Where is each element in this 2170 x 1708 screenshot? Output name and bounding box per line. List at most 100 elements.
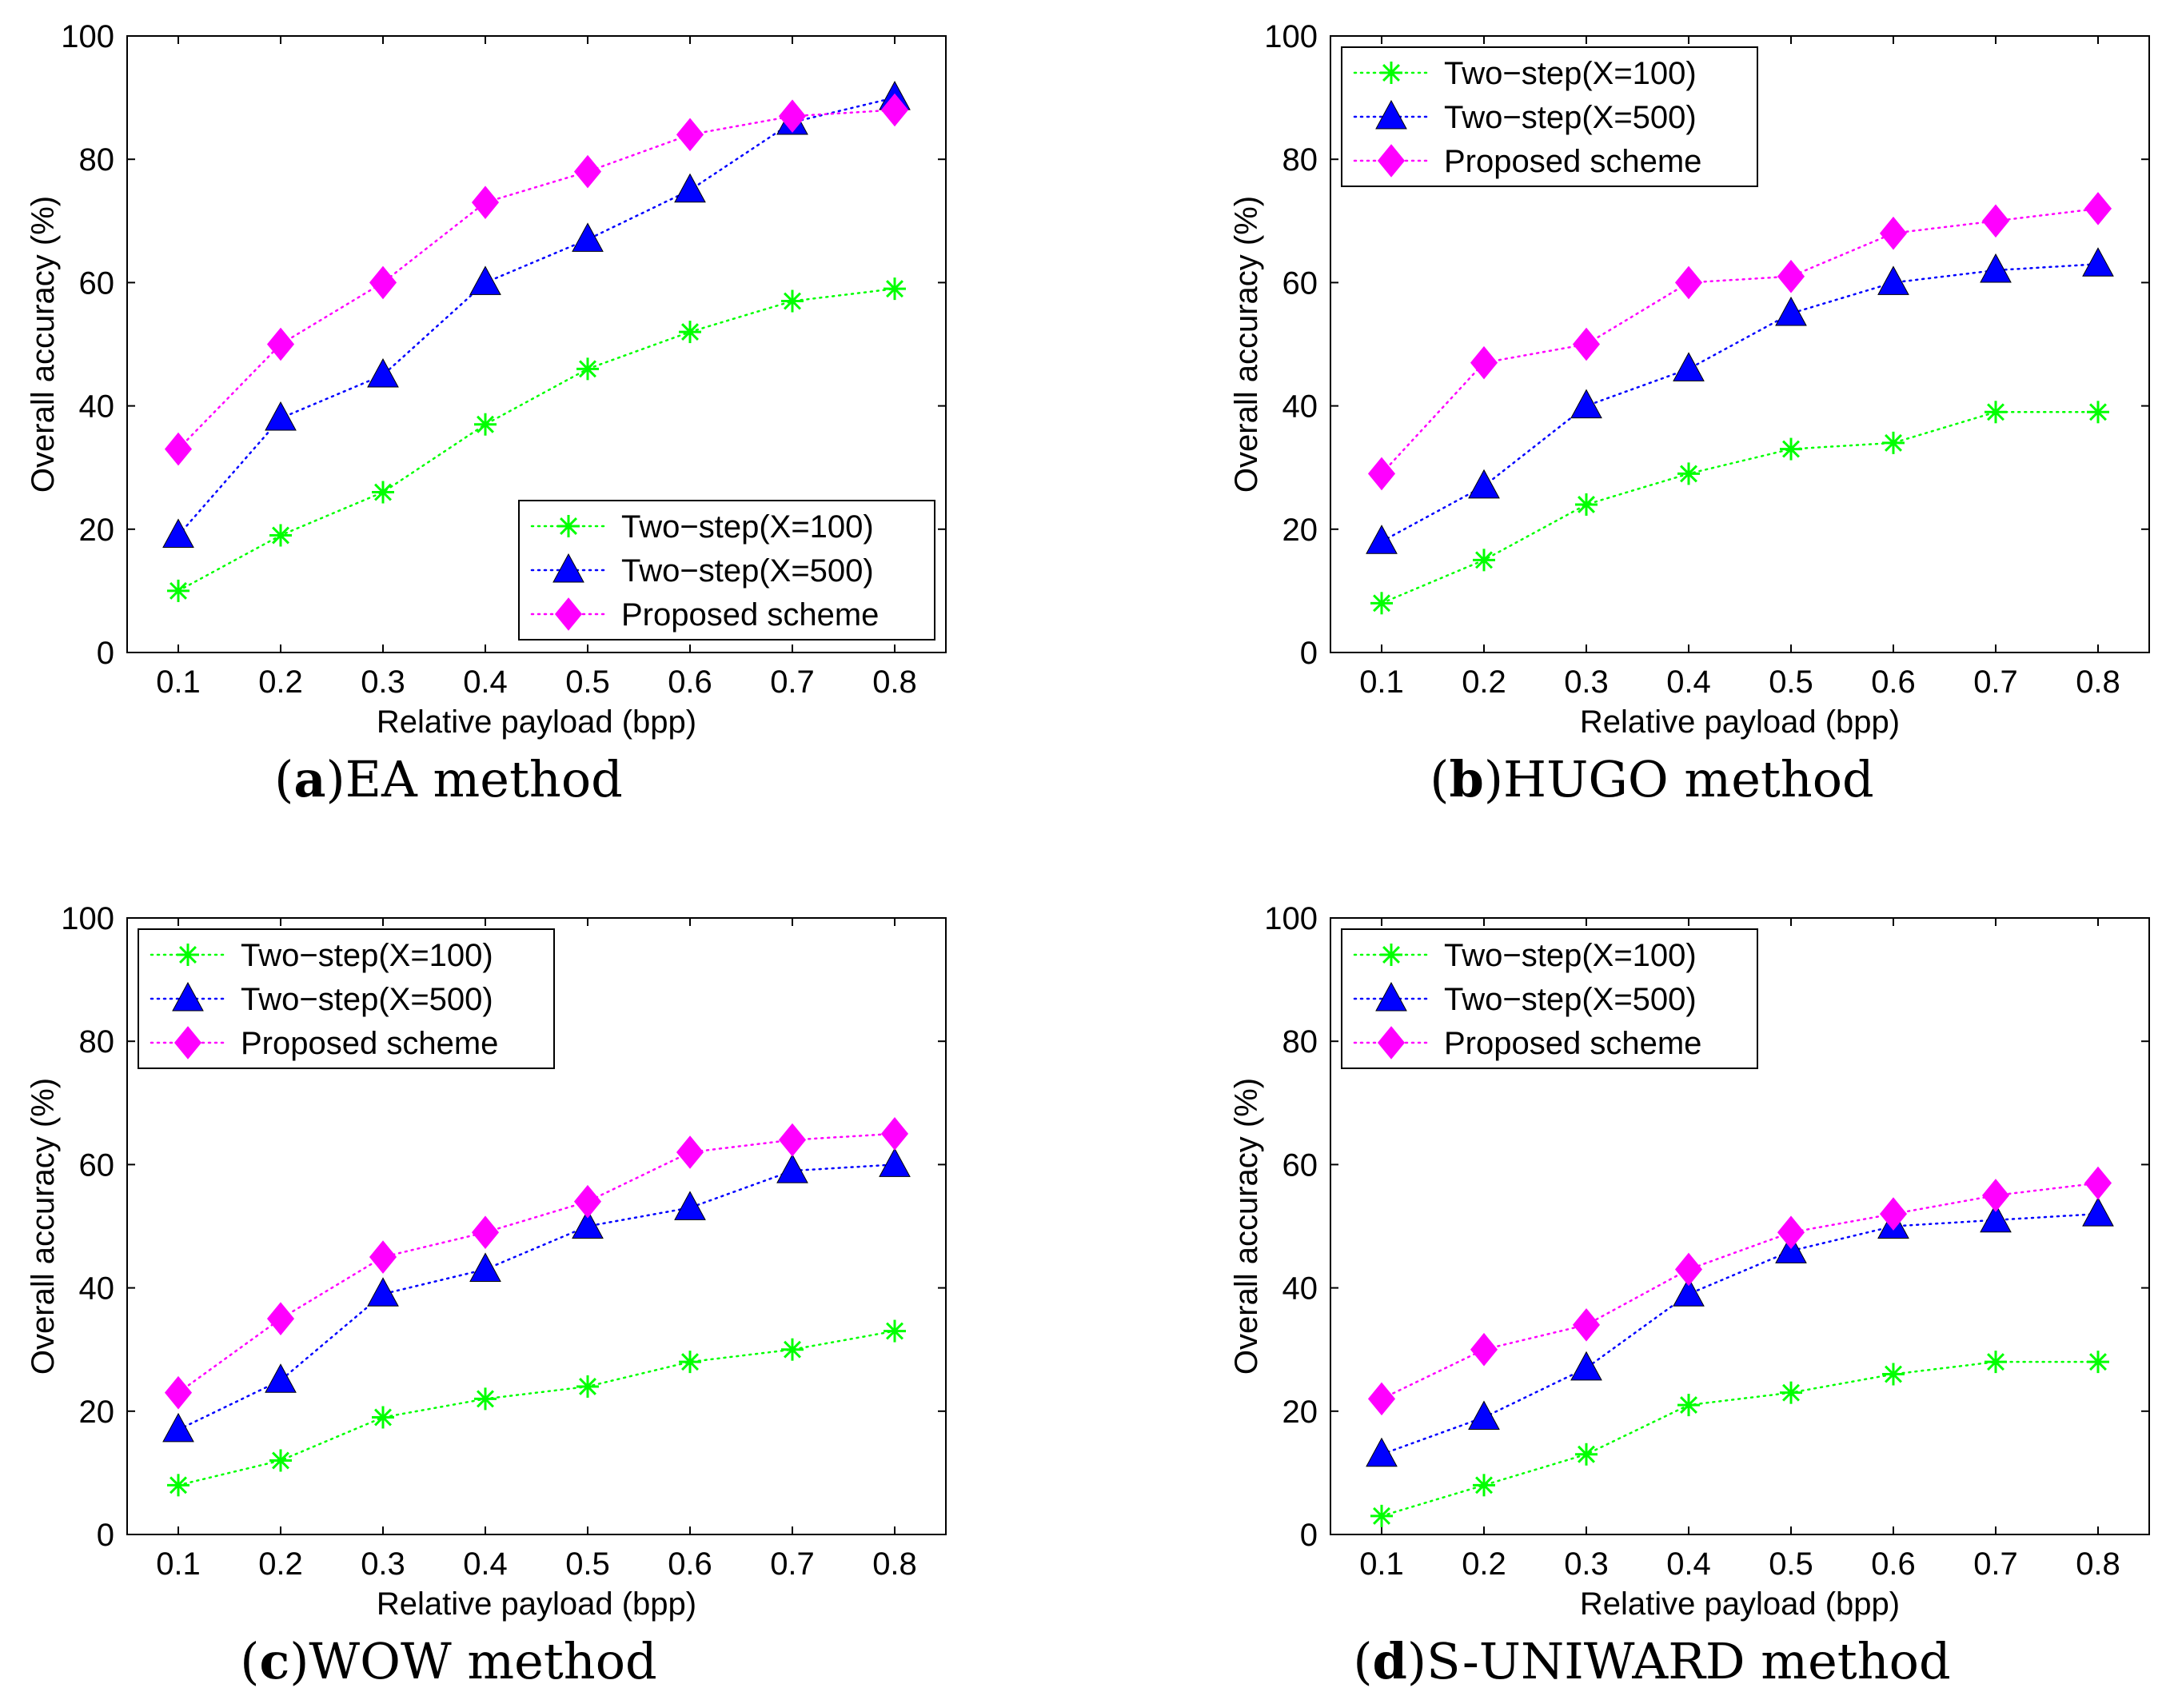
- data-point-asterisk: [372, 481, 394, 504]
- data-point-asterisk: [884, 277, 906, 300]
- data-point-asterisk: [1780, 1382, 1802, 1404]
- y-tick-label: 0: [97, 636, 114, 671]
- data-point-asterisk: [679, 321, 701, 343]
- legend-label: Proposed scheme: [621, 597, 879, 633]
- x-tick-label: 0.1: [1359, 664, 1404, 700]
- data-point-asterisk: [1780, 438, 1802, 461]
- y-tick-label: 60: [1282, 1147, 1318, 1183]
- y-tick-label: 60: [79, 1147, 115, 1183]
- x-tick-label: 0.8: [2076, 1546, 2120, 1582]
- x-tick-label: 0.7: [1973, 1546, 2018, 1582]
- caption-text: HUGO method: [1503, 750, 1874, 808]
- data-point-asterisk: [679, 1351, 701, 1373]
- x-tick-label: 0.8: [2076, 664, 2120, 700]
- y-tick-label: 40: [1282, 1271, 1318, 1307]
- x-tick-label: 0.5: [565, 1546, 610, 1582]
- x-tick-label: 0.3: [1564, 1546, 1609, 1582]
- data-point-asterisk: [1473, 1474, 1495, 1496]
- legend-marker-asterisk: [557, 515, 580, 537]
- y-tick-label: 100: [61, 901, 114, 936]
- data-point-asterisk: [1882, 1363, 1905, 1386]
- legend-label: Proposed scheme: [1444, 144, 1701, 179]
- x-axis-label: Relative payload (bpp): [1580, 1586, 1900, 1622]
- legend: Two−step(X=100) Two−step(X=500) Proposed s…: [1342, 47, 1757, 186]
- data-point-asterisk: [372, 1407, 394, 1429]
- legend-label: Two−step(X=100): [1444, 56, 1697, 91]
- data-point-asterisk: [269, 525, 292, 547]
- data-point-asterisk: [1575, 493, 1598, 516]
- x-tick-label: 0.5: [565, 664, 610, 700]
- x-tick-label: 0.8: [872, 664, 917, 700]
- y-tick-label: 0: [1300, 1518, 1318, 1553]
- legend-label: Proposed scheme: [1444, 1026, 1701, 1061]
- data-point-asterisk: [781, 290, 804, 313]
- data-point-asterisk: [269, 1449, 292, 1471]
- y-tick-label: 0: [97, 1518, 114, 1553]
- legend-label: Two−step(X=500): [1444, 100, 1697, 135]
- y-tick-label: 40: [1282, 389, 1318, 425]
- legend-label: Two−step(X=100): [241, 938, 493, 973]
- y-tick-label: 40: [79, 1271, 115, 1307]
- x-tick-label: 0.6: [668, 664, 712, 700]
- x-tick-label: 0.4: [463, 664, 508, 700]
- x-tick-label: 0.3: [1564, 664, 1609, 700]
- x-tick-label: 0.3: [361, 664, 405, 700]
- x-tick-label: 0.6: [668, 1546, 712, 1582]
- data-point-asterisk: [167, 580, 189, 602]
- caption-letter: c: [259, 1632, 289, 1690]
- data-point-asterisk: [884, 1320, 906, 1343]
- data-point-asterisk: [1473, 549, 1495, 571]
- x-tick-label: 0.6: [1871, 1546, 1916, 1582]
- x-tick-label: 0.1: [156, 1546, 201, 1582]
- x-tick-label: 0.3: [361, 1546, 405, 1582]
- y-tick-label: 80: [79, 1024, 115, 1060]
- legend-label: Two−step(X=500): [1444, 982, 1697, 1017]
- caption-text: WOW method: [309, 1632, 656, 1690]
- legend-marker-asterisk: [1380, 62, 1402, 84]
- data-point-asterisk: [1575, 1443, 1598, 1466]
- y-tick-label: 20: [79, 1395, 115, 1430]
- caption-letter: b: [1449, 750, 1483, 808]
- legend: Two−step(X=100) Two−step(X=500) Proposed s…: [519, 501, 935, 640]
- y-tick-label: 40: [79, 389, 115, 425]
- caption-text: EA method: [345, 750, 623, 808]
- y-tick-label: 60: [79, 265, 115, 301]
- x-axis-label: Relative payload (bpp): [377, 704, 696, 740]
- legend-label: Proposed scheme: [241, 1026, 498, 1061]
- x-axis-label: Relative payload (bpp): [377, 1586, 696, 1622]
- legend-label: Two−step(X=100): [1444, 938, 1697, 973]
- figure-grid: 0.1 0.2 0.3 0.4 0.5 0.6 0.7 0.8 0 20 40 60 80 100 Rela…: [0, 0, 2170, 1708]
- x-tick-label: 0.1: [156, 664, 201, 700]
- data-point-asterisk: [1985, 1351, 2007, 1373]
- y-axis-label: Overall accuracy (%): [1229, 196, 1264, 493]
- y-tick-label: 20: [79, 513, 115, 548]
- legend: Two−step(X=100) Two−step(X=500) Proposed s…: [138, 929, 554, 1068]
- x-tick-label: 0.6: [1871, 664, 1916, 700]
- data-point-asterisk: [576, 357, 599, 380]
- legend-label: Two−step(X=100): [621, 509, 874, 545]
- legend-marker-asterisk: [1380, 944, 1402, 966]
- data-point-asterisk: [781, 1339, 804, 1361]
- y-tick-label: 80: [1282, 142, 1318, 178]
- x-tick-label: 0.2: [1462, 1546, 1506, 1582]
- y-axis-label: Overall accuracy (%): [26, 196, 61, 493]
- caption-text: S-UNIWARD method: [1426, 1632, 1951, 1690]
- data-point-asterisk: [576, 1375, 599, 1398]
- x-tick-label: 0.4: [1666, 1546, 1711, 1582]
- panel-caption: (c)WOW method: [240, 1632, 657, 1690]
- data-point-asterisk: [1370, 1505, 1393, 1527]
- data-point-asterisk: [1882, 432, 1905, 454]
- data-point-asterisk: [1677, 462, 1700, 485]
- data-point-asterisk: [2087, 401, 2109, 423]
- y-tick-label: 100: [1264, 901, 1318, 936]
- y-tick-label: 60: [1282, 265, 1318, 301]
- x-tick-label: 0.7: [770, 1546, 815, 1582]
- x-tick-label: 0.5: [1769, 1546, 1813, 1582]
- y-tick-label: 20: [1282, 513, 1318, 548]
- data-point-asterisk: [1985, 401, 2007, 423]
- panel-caption: (b)HUGO method: [1430, 750, 1874, 808]
- data-point-asterisk: [2087, 1351, 2109, 1373]
- legend: Two−step(X=100) Two−step(X=500) Proposed s…: [1342, 929, 1757, 1068]
- legend-label: Two−step(X=500): [621, 553, 874, 589]
- y-tick-label: 0: [1300, 636, 1318, 671]
